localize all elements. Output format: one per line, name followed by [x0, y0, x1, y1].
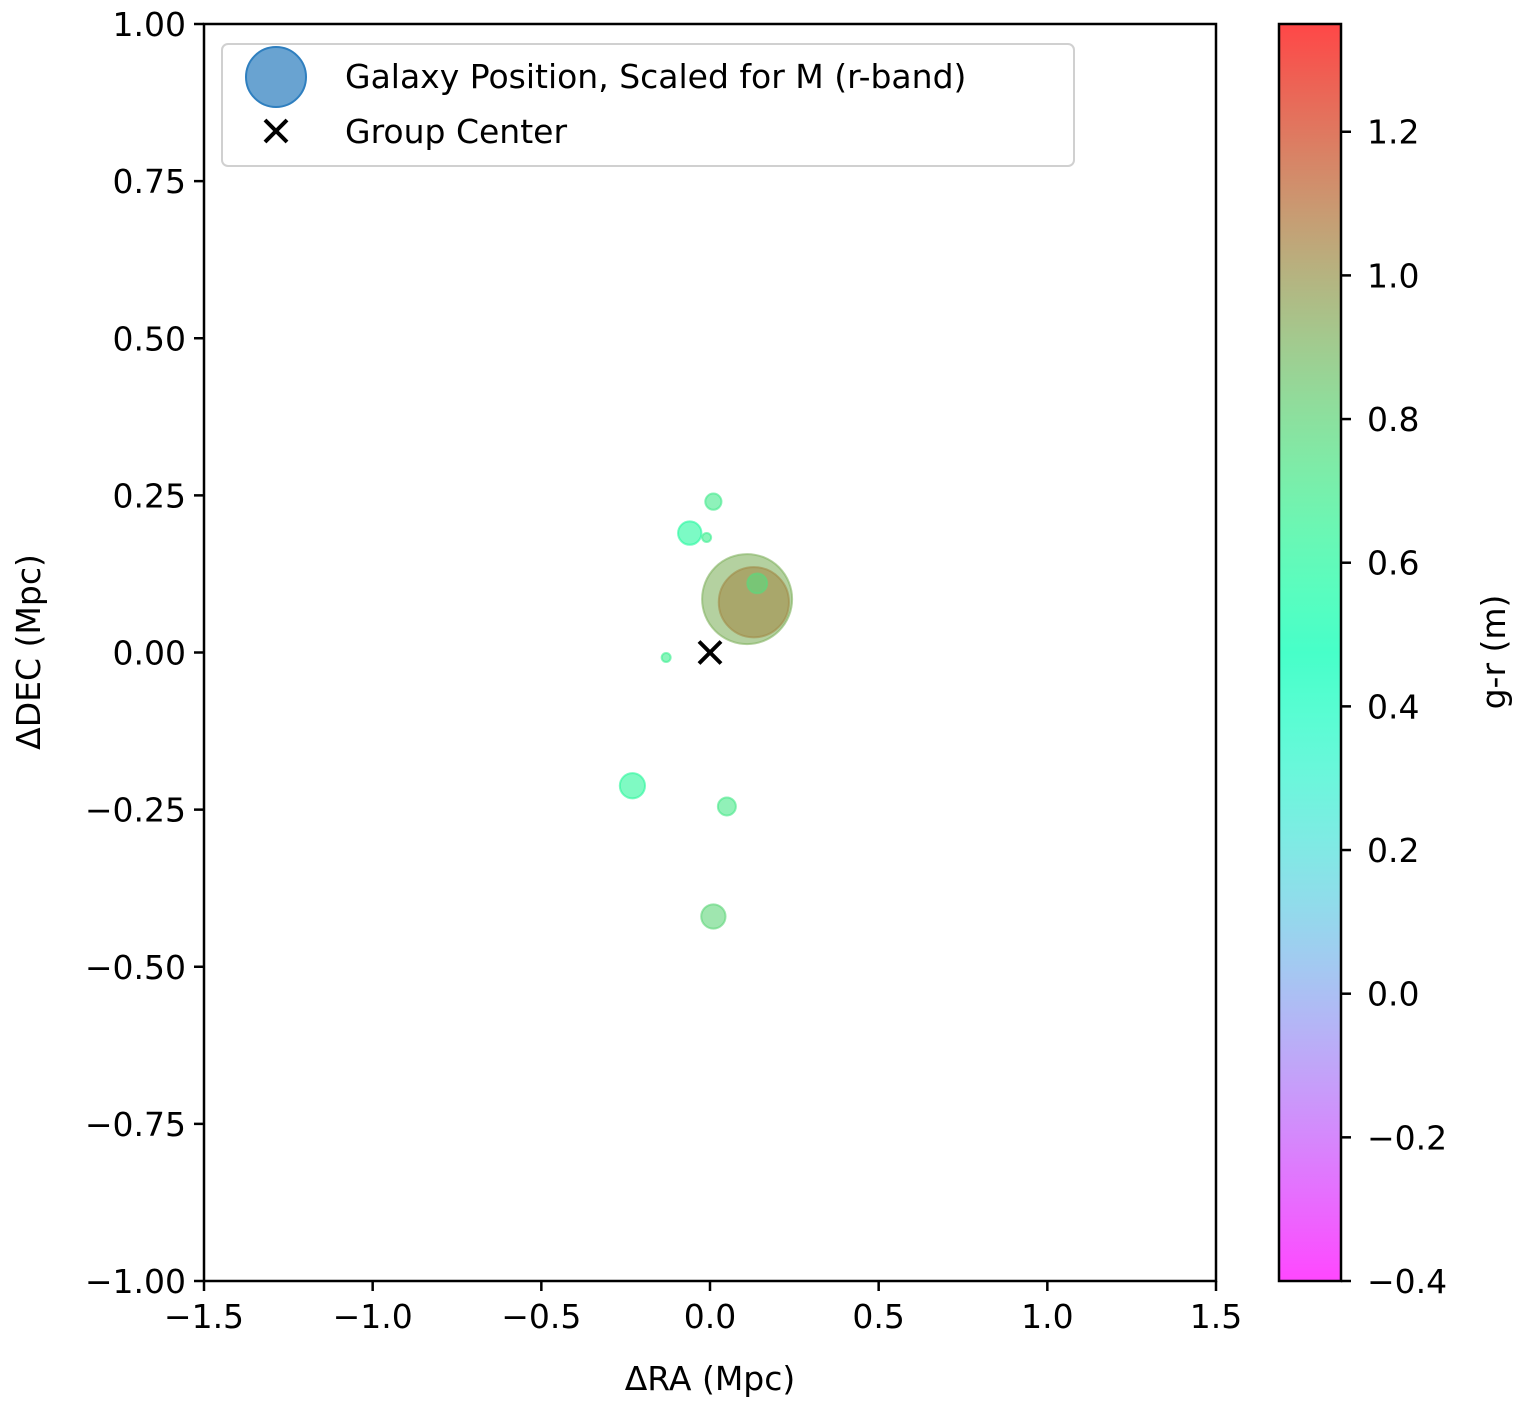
y-tick-label: 0.75	[113, 162, 186, 201]
legend-galaxy-label: Galaxy Position, Scaled for M (r-band)	[345, 57, 966, 96]
galaxy-point	[704, 492, 723, 511]
legend-center-label: Group Center	[345, 112, 567, 151]
colorbar: −0.4 −0.2 0.0 0.2 0.4 0.6 0.8 1.0 1.2 g-r (m)	[1277, 22, 1513, 1301]
colorbar-tick-label: 0.6	[1367, 544, 1419, 583]
legend-galaxy-marker	[245, 46, 307, 108]
galaxy-point	[677, 520, 703, 546]
colorbar-tick-label: 1.2	[1367, 113, 1419, 152]
y-axis-ticks: 1.00 0.75 0.50 0.25 0.00 −0.25 −0.50 −0.75 −1.00	[85, 5, 204, 1301]
colorbar-gradient	[1279, 24, 1341, 1281]
y-tick-label: 0.25	[113, 476, 186, 515]
x-axis-ticks: −1.5 −1.0 −0.5 0.0 0.5 1.0 1.5	[164, 1281, 1242, 1336]
x-tick-label: −1.0	[333, 1297, 413, 1336]
x-axis-label: ΔRA (Mpc)	[625, 1359, 796, 1398]
y-tick-label: −0.50	[85, 948, 186, 987]
y-tick-label: −1.00	[85, 1262, 186, 1301]
galaxy-point	[700, 903, 727, 930]
group-center-markers	[697, 640, 723, 665]
colorbar-label: g-r (m)	[1474, 595, 1513, 710]
x-tick-label: 1.5	[1190, 1297, 1242, 1336]
x-tick-label: 1.0	[1021, 1297, 1073, 1336]
y-tick-label: 0.00	[113, 634, 186, 673]
galaxy-point	[618, 772, 647, 800]
y-tick-label: −0.75	[85, 1105, 186, 1144]
colorbar-tick-label: 0.0	[1367, 975, 1419, 1014]
galaxy-point	[746, 572, 769, 595]
colorbar-tick-label: 1.0	[1367, 256, 1419, 295]
galaxy-point	[701, 531, 713, 543]
legend-box	[221, 43, 1075, 167]
colorbar-tick-label: −0.2	[1367, 1118, 1447, 1157]
colorbar-ticks: −0.4 −0.2 0.0 0.2 0.4 0.6 0.8 1.0 1.2	[1341, 113, 1447, 1301]
y-tick-label: 0.50	[113, 319, 186, 358]
galaxy-point	[660, 652, 672, 664]
galaxy-point	[717, 566, 790, 639]
y-axis-label: ΔDEC (Mpc)	[9, 554, 48, 750]
y-tick-label: 1.00	[113, 5, 186, 44]
x-tick-label: 0.5	[852, 1297, 904, 1336]
x-tick-label: −1.5	[164, 1297, 244, 1336]
legend: Galaxy Position, Scaled for M (r-band) G…	[221, 43, 1075, 167]
legend-center-marker	[263, 118, 289, 144]
colorbar-frame	[1277, 22, 1343, 1283]
colorbar-tick-label: 0.2	[1367, 831, 1419, 870]
colorbar-tick-label: 0.8	[1367, 400, 1419, 439]
x-tick-label: −0.5	[501, 1297, 581, 1336]
galaxy-point	[716, 796, 737, 817]
scatter-points	[618, 492, 794, 930]
colorbar-tick-label: −0.4	[1367, 1262, 1447, 1301]
group-center-marker	[697, 640, 723, 665]
y-tick-label: −0.25	[85, 791, 186, 830]
colorbar-tick-label: 0.4	[1367, 687, 1419, 726]
x-tick-label: 0.0	[684, 1297, 736, 1336]
